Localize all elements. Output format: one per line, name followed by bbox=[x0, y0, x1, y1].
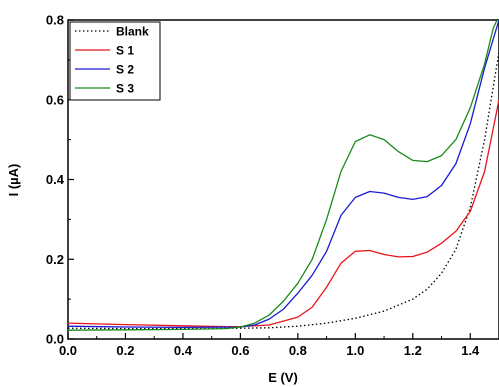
x-tick-label: 1.4 bbox=[461, 343, 480, 358]
x-tick-label: 0.2 bbox=[116, 343, 134, 358]
y-tick-label: 0.8 bbox=[46, 13, 64, 28]
x-tick-label: 0.6 bbox=[231, 343, 249, 358]
x-tick-label: 0.0 bbox=[59, 343, 77, 358]
legend-label: S 3 bbox=[116, 82, 134, 96]
series-layer bbox=[68, 20, 499, 331]
legend-box bbox=[69, 21, 161, 101]
x-tick-label: 0.4 bbox=[174, 343, 193, 358]
x-axis-title: E (V) bbox=[268, 370, 298, 385]
series-line-s3 bbox=[68, 20, 498, 331]
legend: Blank S 1 S 2 S 3 bbox=[69, 21, 161, 101]
x-tick-label: 1.2 bbox=[404, 343, 422, 358]
y-tick-label: 0.0 bbox=[46, 332, 64, 347]
axes-layer: 0.0 0.2 0.4 0.6 0.8 1.0 1.2 1.4 0.0 0.2 0.4 0.6 0.8 bbox=[46, 13, 499, 358]
legend-label: Blank bbox=[116, 25, 149, 39]
plot-area: 0.0 0.2 0.4 0.6 0.8 1.0 1.2 1.4 0.0 0.2 0.4 0.6 0.8 bbox=[46, 13, 499, 358]
y-tick-label: 0.6 bbox=[46, 92, 64, 107]
legend-label: S 1 bbox=[116, 44, 134, 58]
y-tick-label: 0.4 bbox=[46, 172, 65, 187]
legend-label: S 2 bbox=[116, 63, 134, 77]
y-tick-label: 0.2 bbox=[46, 252, 64, 267]
series-line-s1 bbox=[68, 99, 499, 328]
x-tick-label: 0.8 bbox=[289, 343, 307, 358]
y-axis-title: I (µA) bbox=[6, 164, 21, 197]
x-tick-label: 1.0 bbox=[346, 343, 364, 358]
series-line-s2 bbox=[68, 20, 499, 329]
